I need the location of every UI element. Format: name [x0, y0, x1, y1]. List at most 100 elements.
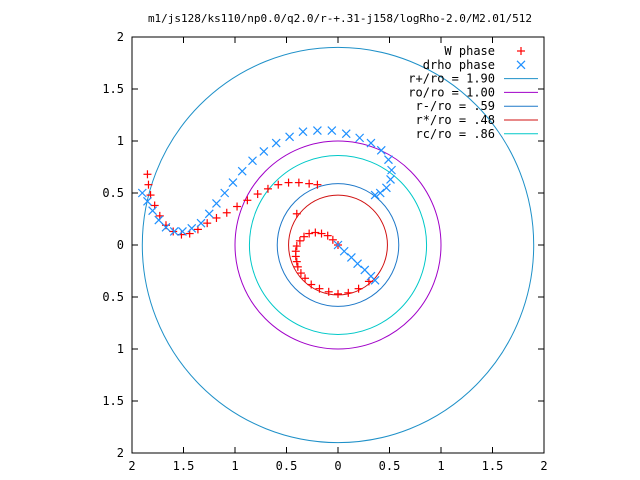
w-phase-point-17 [274, 180, 283, 189]
w-phase-point-16 [263, 184, 272, 193]
legend-label-0: W phase [444, 44, 495, 58]
w-phase-point-30 [295, 236, 304, 245]
drho-phase-point-5 [169, 227, 179, 236]
legend-label-2: r+/ro = 1.90 [408, 72, 495, 86]
w-phase-point-40 [324, 287, 333, 296]
axis-ticks: 2 1.5 1 0.5 0 0.5 1 1.5 221.510.500.511.52 [102, 30, 547, 473]
reference-circles [141, 46, 535, 444]
circle-0 [141, 46, 535, 444]
x-tick-label-0: 2 [128, 459, 135, 473]
y-tick-label-7: 1.5 [102, 394, 124, 408]
circle-1 [234, 140, 442, 350]
drho-phase-point-14 [248, 156, 257, 166]
drho-phase-point-13 [237, 166, 247, 176]
legend-label-1: drho phase [423, 58, 495, 72]
drho-phase-point-19 [312, 126, 322, 136]
w-phase-point-41 [334, 289, 342, 298]
legend-label-6: rc/ro = .86 [416, 127, 495, 141]
drho-phase-point-18 [298, 127, 308, 137]
drho-phase-point-9 [204, 209, 214, 219]
w-phase-point-14 [243, 196, 252, 205]
w-phase-point-39 [315, 284, 324, 293]
y-tick-label-2: 1 [117, 134, 124, 148]
drho-phase-point-0 [137, 188, 147, 198]
w-phase-point-15 [253, 190, 262, 199]
drho-phase-point-10 [212, 198, 221, 208]
drho-phase-point-34 [353, 259, 362, 269]
drho-phase-point-21 [341, 129, 351, 139]
drho-phase-point-30 [370, 190, 380, 200]
drho-phase-point-17 [285, 132, 295, 142]
drho-phase-point-20 [327, 126, 337, 136]
w-phase-point-27 [311, 228, 320, 237]
drho-phase-point-1 [143, 196, 152, 206]
y-tick-label-8: 2 [117, 446, 124, 460]
w-phase-point-26 [317, 229, 326, 238]
x-tick-label-4: 0 [334, 459, 341, 473]
drho-phase-point-6 [178, 227, 187, 236]
w-phase-point-36 [296, 269, 305, 278]
chart-title: m1/js128/ks110/np0.0/q2.0/r-+.31-j158/lo… [148, 12, 532, 25]
drho-phase-point-32 [339, 246, 349, 256]
y-tick-label-5: 0.5 [102, 290, 124, 304]
w-phase-point-13 [233, 202, 242, 211]
y-tick-label-0: 2 [117, 30, 124, 44]
y-tick-label-6: 1 [117, 342, 124, 356]
drho-phase-point-11 [220, 188, 230, 198]
x-tick-label-1: 1.5 [173, 459, 195, 473]
drho-phase-point-2 [148, 206, 158, 216]
w-phase-point-10 [203, 219, 212, 228]
w-phase-point-38 [307, 280, 316, 289]
drho-phase-point-37 [370, 275, 380, 285]
drho-phase-point-23 [366, 138, 376, 148]
w-phase-point-12 [222, 208, 231, 217]
circle-4 [248, 155, 428, 335]
x-tick-label-5: 0.5 [379, 459, 401, 473]
data-series [137, 126, 396, 298]
x-tick-label-7: 1.5 [482, 459, 504, 473]
legend-label-4: r-/ro = .59 [416, 99, 495, 113]
y-tick-label-3: 0.5 [102, 186, 124, 200]
w-phase-point-1 [144, 180, 153, 189]
legend-label-5: r*/ro = .48 [416, 113, 495, 127]
w-phase-point-29 [300, 232, 309, 241]
drho-phase-point-15 [259, 146, 269, 156]
drho-phase-point-28 [381, 183, 391, 193]
w-phase-point-21 [313, 180, 322, 189]
drho-phase-point-16 [271, 138, 281, 148]
x-tick-label-8: 2 [540, 459, 547, 473]
w-phase-point-24 [328, 235, 337, 244]
w-phase-point-37 [301, 274, 310, 283]
drho-phase-point-7 [187, 223, 197, 233]
y-tick-label-4: 0 [117, 238, 124, 252]
legend-label-3: ro/ro = 1.00 [408, 85, 495, 99]
w-phase-point-31 [292, 242, 301, 251]
drho-phase-point-24 [376, 145, 386, 155]
legend-swatch-1 [516, 60, 526, 70]
w-phase-point-25 [323, 231, 332, 240]
w-phase-point-35 [293, 262, 302, 271]
w-phase-point-22 [292, 209, 301, 218]
w-phase-point-6 [169, 227, 178, 236]
drho-phase-point-3 [154, 215, 164, 225]
w-phase-point-0 [143, 170, 152, 179]
drho-phase-point-29 [375, 188, 385, 198]
w-phase-point-42 [344, 288, 353, 297]
w-phase-point-20 [305, 179, 314, 188]
w-phase-point-43 [354, 284, 363, 293]
drho-phase-point-12 [228, 178, 238, 188]
w-phase-point-34 [292, 257, 301, 266]
drho-phase-point-8 [196, 218, 206, 228]
drho-phase-point-22 [355, 133, 365, 143]
w-phase-point-18 [284, 178, 293, 187]
y-tick-label-1: 1.5 [102, 82, 124, 96]
drho-phase-point-4 [161, 222, 171, 232]
w-phase-point-28 [305, 229, 314, 238]
w-phase-point-11 [212, 213, 221, 222]
w-phase-point-19 [294, 178, 303, 187]
drho-phase-point-26 [387, 165, 396, 175]
drho-phase-point-27 [386, 175, 395, 184]
w-phase-point-33 [291, 252, 300, 261]
circle-2 [276, 183, 400, 307]
